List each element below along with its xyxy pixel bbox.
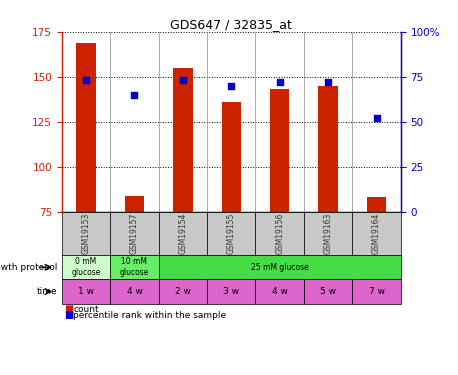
Bar bbox=[76, 43, 96, 212]
Text: GSM19156: GSM19156 bbox=[275, 213, 284, 254]
Text: GSM19157: GSM19157 bbox=[130, 213, 139, 254]
Text: 0 mM
glucose: 0 mM glucose bbox=[71, 258, 101, 277]
Text: percentile rank within the sample: percentile rank within the sample bbox=[73, 310, 226, 320]
Text: GSM19154: GSM19154 bbox=[178, 213, 187, 254]
Text: ■: ■ bbox=[64, 304, 73, 314]
Point bbox=[276, 79, 284, 85]
Point bbox=[179, 78, 186, 84]
Bar bbox=[173, 68, 192, 212]
Text: 2 w: 2 w bbox=[175, 287, 191, 296]
Text: growth protocol: growth protocol bbox=[0, 263, 57, 272]
Text: time: time bbox=[37, 287, 57, 296]
Text: GSM19155: GSM19155 bbox=[227, 213, 236, 254]
Text: GSM19164: GSM19164 bbox=[372, 213, 381, 254]
Point bbox=[131, 92, 138, 98]
Point bbox=[373, 115, 380, 121]
Text: 4 w: 4 w bbox=[126, 287, 142, 296]
Point bbox=[324, 79, 332, 85]
Bar bbox=[222, 102, 241, 212]
Text: 5 w: 5 w bbox=[320, 287, 336, 296]
Text: GSM19153: GSM19153 bbox=[82, 213, 91, 254]
Text: 25 mM glucose: 25 mM glucose bbox=[251, 263, 309, 272]
Text: 7 w: 7 w bbox=[369, 287, 385, 296]
Text: GSM19163: GSM19163 bbox=[324, 213, 333, 254]
Bar bbox=[318, 86, 338, 212]
Point bbox=[82, 78, 90, 84]
Text: 4 w: 4 w bbox=[272, 287, 288, 296]
Point bbox=[228, 83, 235, 89]
Bar bbox=[125, 196, 144, 212]
Title: GDS647 / 32835_at: GDS647 / 32835_at bbox=[170, 18, 292, 31]
Text: 1 w: 1 w bbox=[78, 287, 94, 296]
Text: 3 w: 3 w bbox=[224, 287, 239, 296]
Text: ■: ■ bbox=[64, 310, 73, 320]
Bar bbox=[367, 198, 386, 212]
Text: count: count bbox=[73, 305, 99, 314]
Bar bbox=[270, 90, 289, 212]
Text: 10 mM
glucose: 10 mM glucose bbox=[120, 258, 149, 277]
